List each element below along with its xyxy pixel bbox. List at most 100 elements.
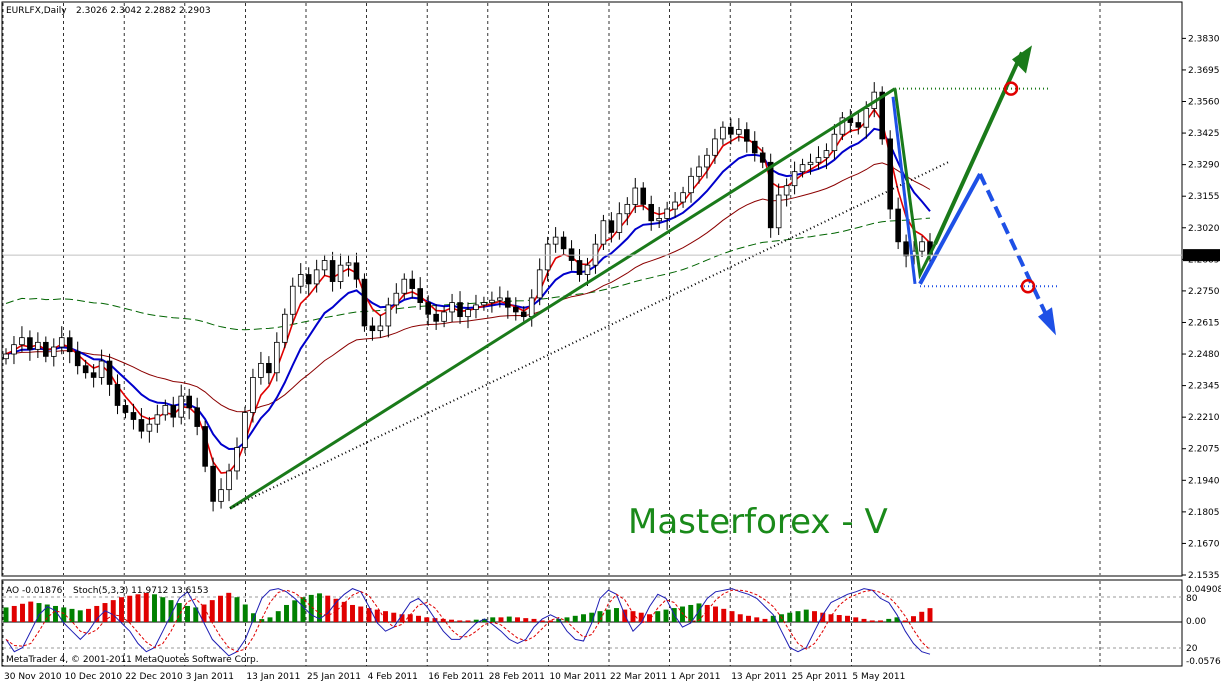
candle[interactable] xyxy=(616,202,623,240)
target-circle-up[interactable] xyxy=(1003,81,1019,96)
candle[interactable] xyxy=(632,177,639,214)
candle[interactable] xyxy=(489,291,495,313)
candle[interactable] xyxy=(218,478,224,509)
candle[interactable] xyxy=(90,364,97,388)
candle[interactable] xyxy=(505,290,511,319)
candle[interactable] xyxy=(799,158,806,178)
candle[interactable] xyxy=(3,348,9,365)
candle[interactable] xyxy=(688,167,694,203)
drawn-analysis-objects[interactable] xyxy=(229,45,1060,510)
candle[interactable] xyxy=(513,297,519,321)
candle[interactable] xyxy=(903,234,909,268)
candle[interactable] xyxy=(481,296,487,311)
candle[interactable] xyxy=(696,155,702,184)
candle[interactable] xyxy=(401,273,408,300)
candle[interactable] xyxy=(313,259,320,293)
candle[interactable] xyxy=(234,437,240,480)
candle[interactable] xyxy=(433,304,439,330)
candle[interactable] xyxy=(425,295,431,326)
candle[interactable] xyxy=(847,109,854,133)
candle[interactable] xyxy=(528,289,535,327)
candle[interactable] xyxy=(11,336,17,365)
candle[interactable] xyxy=(624,197,631,226)
candle[interactable] xyxy=(202,420,208,473)
candle[interactable] xyxy=(417,277,423,310)
candle[interactable] xyxy=(736,118,742,142)
candle[interactable] xyxy=(576,249,583,282)
candle[interactable] xyxy=(656,206,662,229)
price-axis[interactable]: 2.3830 2.3695 2.3560 2.3425 2.3290 2.3155 2.30… xyxy=(3,34,1220,581)
candle[interactable] xyxy=(823,143,830,170)
candle[interactable] xyxy=(210,457,216,512)
candle[interactable] xyxy=(353,252,360,288)
candle[interactable] xyxy=(520,306,527,323)
candle[interactable] xyxy=(887,130,893,220)
candle[interactable] xyxy=(855,111,862,135)
candle[interactable] xyxy=(194,397,200,436)
candle[interactable] xyxy=(305,267,312,296)
candle[interactable] xyxy=(759,147,766,169)
candle[interactable] xyxy=(648,195,654,231)
candle[interactable] xyxy=(704,148,710,179)
candle[interactable] xyxy=(831,124,838,160)
candle[interactable] xyxy=(720,121,726,145)
candle[interactable] xyxy=(728,118,734,145)
candle[interactable] xyxy=(274,332,280,382)
candle[interactable] xyxy=(266,356,272,385)
candle[interactable] xyxy=(258,351,264,385)
candle[interactable] xyxy=(791,161,798,195)
candle[interactable] xyxy=(393,283,400,314)
v-pattern-blue[interactable] xyxy=(891,96,917,285)
candle[interactable] xyxy=(465,302,471,329)
candle[interactable] xyxy=(409,270,416,299)
trendline-up[interactable] xyxy=(229,87,896,510)
candle[interactable] xyxy=(19,326,25,352)
projection-down-arrow[interactable] xyxy=(978,173,1049,318)
projection-up-arrow[interactable] xyxy=(933,51,1024,245)
projection-blue-leg[interactable] xyxy=(918,173,982,285)
candle[interactable] xyxy=(51,338,57,367)
candle[interactable] xyxy=(449,293,455,322)
candle[interactable] xyxy=(138,408,145,439)
candle[interactable] xyxy=(282,308,288,349)
candle[interactable] xyxy=(497,286,503,308)
candle[interactable] xyxy=(385,297,392,338)
candle[interactable] xyxy=(35,332,41,359)
candle[interactable] xyxy=(345,255,352,277)
candle[interactable] xyxy=(337,253,344,289)
candle[interactable] xyxy=(130,403,137,430)
candlesticks[interactable] xyxy=(3,82,933,512)
candle[interactable] xyxy=(154,404,161,433)
candle[interactable] xyxy=(369,317,376,341)
candle[interactable] xyxy=(744,122,750,153)
candle[interactable] xyxy=(162,399,169,421)
candle[interactable] xyxy=(297,263,304,294)
candle[interactable] xyxy=(122,399,129,419)
candle[interactable] xyxy=(640,182,647,211)
candle[interactable] xyxy=(82,359,89,379)
candle[interactable] xyxy=(672,191,678,218)
candle[interactable] xyxy=(536,258,543,306)
trendline-dotted[interactable] xyxy=(229,161,949,510)
candle[interactable] xyxy=(544,236,551,282)
candle[interactable] xyxy=(186,388,192,420)
candle[interactable] xyxy=(815,146,822,170)
candle[interactable] xyxy=(250,368,256,423)
candle[interactable] xyxy=(106,353,113,396)
target-circle-down[interactable] xyxy=(1020,278,1036,294)
candle[interactable] xyxy=(664,201,670,230)
candle[interactable] xyxy=(170,396,177,428)
candle[interactable] xyxy=(457,291,463,324)
candle[interactable] xyxy=(289,277,296,325)
candle[interactable] xyxy=(600,214,607,250)
candle[interactable] xyxy=(74,341,81,375)
candle[interactable] xyxy=(751,131,758,162)
candle[interactable] xyxy=(377,314,384,338)
v-pattern-green[interactable] xyxy=(893,88,937,280)
candle[interactable] xyxy=(807,153,814,175)
candle[interactable] xyxy=(114,374,121,415)
candle[interactable] xyxy=(66,330,73,364)
candle[interactable] xyxy=(775,183,782,236)
candle[interactable] xyxy=(58,326,65,355)
candle[interactable] xyxy=(321,254,328,276)
